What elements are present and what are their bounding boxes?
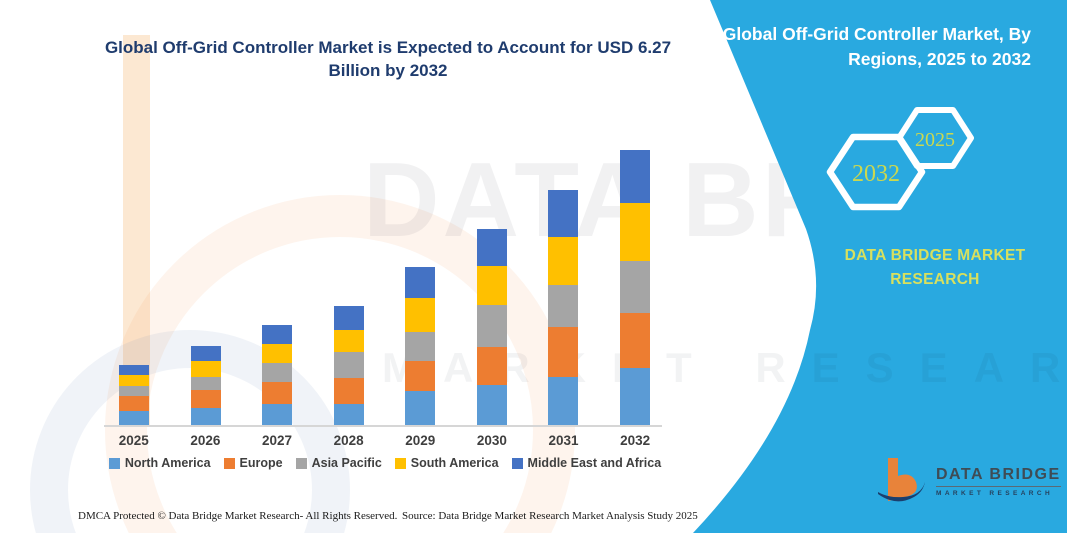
data-bridge-logo-icon: [878, 458, 925, 502]
chart-title: Global Off-Grid Controller Market is Exp…: [104, 38, 672, 80]
bar-segment-2032-asia-pacific: [619, 261, 650, 314]
legend-swatch: [223, 457, 235, 469]
bar-segment-2026-europe: [190, 390, 221, 409]
bar-segment-2028-north-america: [333, 403, 364, 425]
bar-segment-2030-asia-pacific: [476, 305, 507, 347]
bar-segment-2027-middle-east-and-africa: [262, 324, 293, 344]
bar-segment-2031-middle-east-and-africa: [548, 189, 579, 237]
legend-item-south-america: South America: [394, 456, 499, 470]
bar-segment-2026-asia-pacific: [190, 377, 221, 391]
bar-segment-2027-south-america: [262, 343, 293, 364]
hexagon-2032: 2032: [826, 133, 926, 211]
logo-title: DATA BRIDGE: [936, 466, 1061, 487]
legend-swatch: [108, 457, 120, 469]
x-tick-2032: 2032: [620, 433, 651, 448]
bar-2025: [119, 364, 149, 425]
bar-segment-2025-south-america: [119, 375, 149, 387]
dmca-copyright-text: DMCA Protected © Data Bridge Market Rese…: [78, 510, 398, 522]
x-tick-2028: 2028: [333, 433, 364, 448]
legend-label: Asia Pacific: [311, 456, 382, 470]
x-tick-2031: 2031: [548, 433, 579, 448]
bar-segment-2028-middle-east-and-africa: [333, 305, 364, 331]
year-hexagons: 2032 2025: [826, 107, 974, 211]
legend-label: Middle East and Africa: [527, 456, 662, 470]
bar-segment-2031-europe: [548, 326, 579, 377]
legend-item-north-america: North America: [108, 456, 211, 470]
x-tick-2030: 2030: [476, 433, 507, 448]
bar-segment-2027-europe: [262, 382, 293, 404]
bar-segment-2031-south-america: [548, 236, 579, 286]
source-text: Source: Data Bridge Market Research Mark…: [402, 510, 698, 522]
hexagon-2025-label: 2025: [915, 129, 955, 151]
bar-segment-2029-europe: [405, 361, 436, 392]
bar-segment-2032-north-america: [619, 368, 650, 425]
x-axis-labels: 2025 2026 2027 2028 2029 2030 2031 2032: [98, 433, 671, 448]
bar-2026: [190, 346, 221, 425]
brand-name-text: DATA BRIDGE MARKET RESEARCH: [844, 247, 1026, 289]
bar-segment-2027-north-america: [262, 403, 293, 425]
bar-segment-2026-middle-east-and-africa: [190, 346, 221, 361]
bar-segment-2029-north-america: [405, 391, 436, 425]
legend-item-middle-east-and-africa: Middle East and Africa: [511, 456, 662, 470]
bar-segment-2025-asia-pacific: [119, 386, 149, 396]
legend-item-europe: Europe: [223, 456, 283, 470]
bar-segment-2025-middle-east-and-africa: [119, 364, 149, 376]
bar-segment-2026-north-america: [190, 408, 221, 425]
x-axis-line: [104, 425, 662, 427]
bar-2028: [333, 305, 364, 425]
bar-segment-2028-asia-pacific: [333, 351, 364, 378]
legend-swatch: [511, 457, 523, 469]
logo-subtitle: MARKET RESEARCH: [936, 489, 1054, 497]
bar-segment-2032-middle-east-and-africa: [619, 150, 650, 204]
legend-swatch: [295, 457, 307, 469]
bar-segment-2028-south-america: [333, 330, 364, 352]
bar-segment-2029-middle-east-and-africa: [405, 267, 436, 299]
legend-label: North America: [124, 456, 211, 470]
bar-2027: [262, 324, 293, 425]
bar-segment-2027-asia-pacific: [262, 363, 293, 382]
bar-segment-2025-north-america: [119, 411, 149, 425]
bar-segment-2030-europe: [476, 346, 507, 386]
x-tick-2027: 2027: [262, 433, 293, 448]
x-tick-2026: 2026: [190, 433, 221, 448]
legend-swatch: [394, 457, 406, 469]
hexagon-2032-label: 2032: [852, 161, 900, 187]
bar-segment-2029-asia-pacific: [405, 331, 436, 362]
bar-segment-2030-north-america: [476, 385, 507, 425]
bar-chart: [119, 145, 650, 425]
bar-2032: [619, 150, 650, 425]
x-tick-2025: 2025: [118, 433, 149, 448]
bar-2031: [548, 189, 579, 425]
legend-label: South America: [410, 456, 499, 470]
bar-2029: [405, 267, 436, 425]
side-panel-title: Global Off-Grid Controller Market, By Re…: [722, 24, 1031, 69]
bar-segment-2028-europe: [333, 377, 364, 404]
bar-segment-2025-europe: [119, 395, 149, 411]
bar-2030: [476, 228, 507, 425]
legend-label: Europe: [239, 456, 283, 470]
bar-segment-2026-south-america: [190, 360, 221, 378]
bar-segment-2032-south-america: [619, 203, 650, 262]
legend-item-asia-pacific: Asia Pacific: [295, 456, 382, 470]
hexagon-2025: 2025: [896, 107, 974, 169]
x-tick-2029: 2029: [405, 433, 436, 448]
bar-segment-2029-south-america: [405, 298, 436, 332]
logo-text-block: DATA BRIDGE MARKET RESEARCH: [936, 466, 1061, 497]
bar-segment-2030-middle-east-and-africa: [476, 228, 507, 267]
bar-segment-2030-south-america: [476, 266, 507, 306]
chart-legend: North America Europe Asia Pacific South Ame…: [85, 456, 685, 470]
bar-segment-2032-europe: [619, 313, 650, 368]
bar-segment-2031-north-america: [548, 376, 579, 425]
bar-segment-2031-asia-pacific: [548, 285, 579, 327]
data-bridge-logo: DATA BRIDGE MARKET RESEARCH: [876, 456, 1061, 506]
